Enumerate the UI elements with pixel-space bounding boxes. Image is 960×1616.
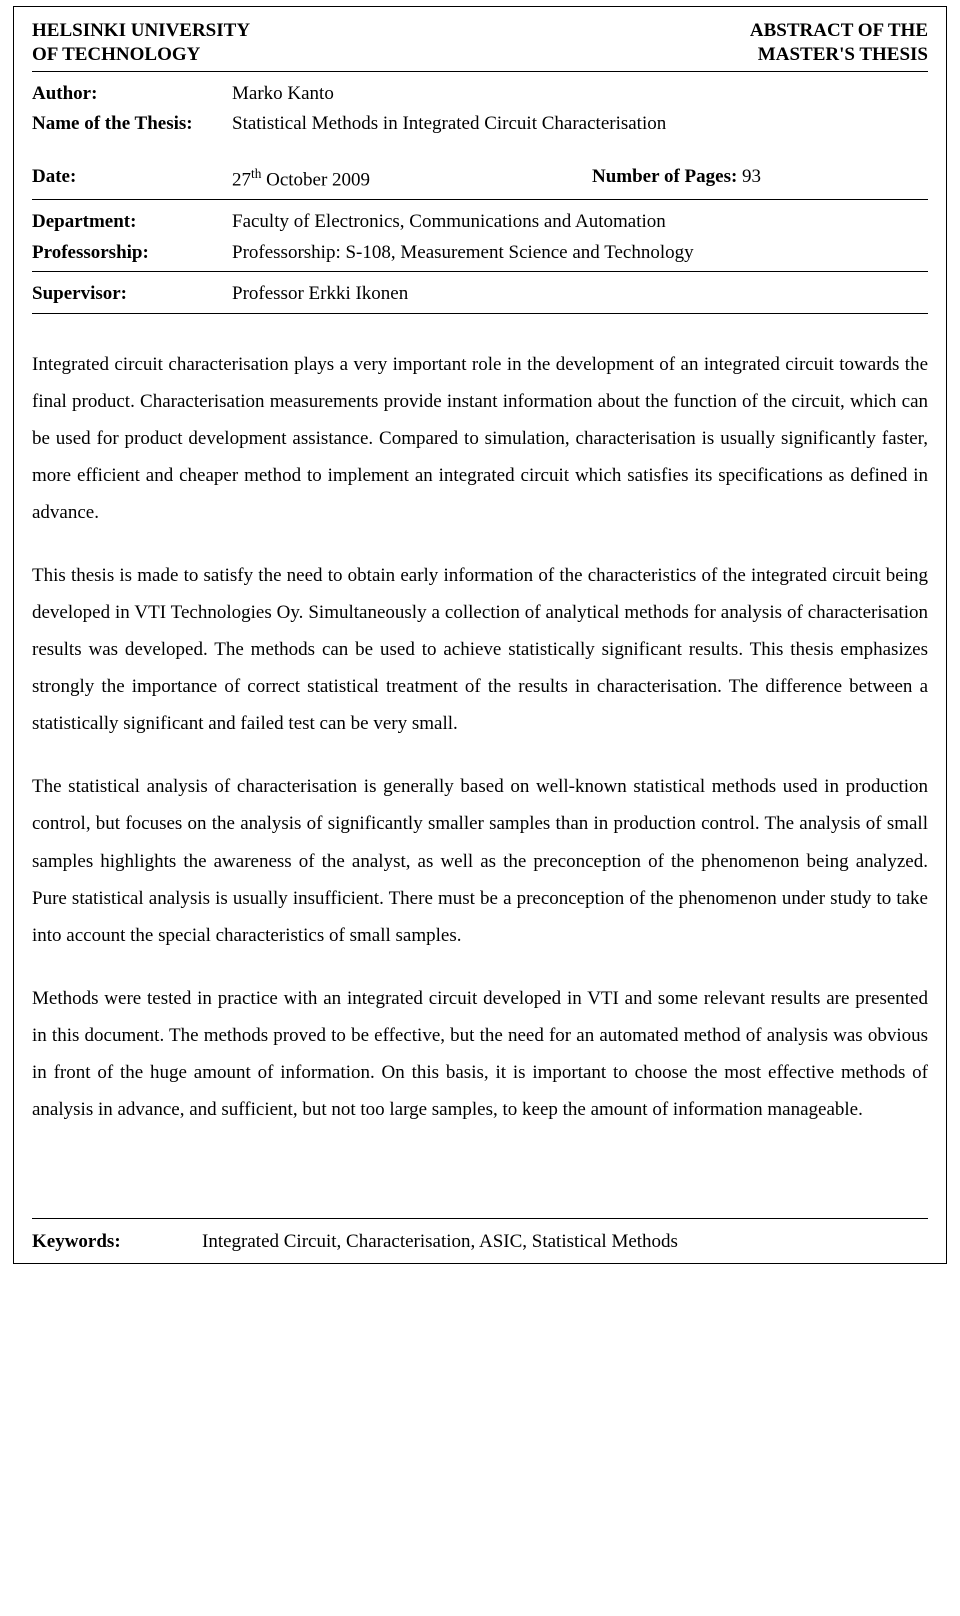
date-value: 27th October 2009 [232,165,592,193]
date-label: Date: [32,165,232,193]
abstract-paragraph-2: This thesis is made to satisfy the need … [32,557,928,742]
keywords-rule [32,1218,928,1219]
abstract-page: HELSINKI UNIVERSITY OF TECHNOLOGY ABSTRA… [13,6,947,1264]
supervisor-value: Professor Erkki Ikonen [232,282,928,307]
thesis-name-row: Name of the Thesis: Statistical Methods … [32,112,928,137]
institution-name: HELSINKI UNIVERSITY OF TECHNOLOGY [32,19,250,67]
doctype-line2: MASTER'S THESIS [750,43,928,67]
author-value: Marko Kanto [232,82,928,107]
pages-cell: Number of Pages: 93 [592,165,761,193]
author-row: Author: Marko Kanto [32,82,928,107]
keywords-label: Keywords: [32,1229,202,1256]
abstract-paragraph-4: Methods were tested in practice with an … [32,980,928,1128]
thesis-name-value: Statistical Methods in Integrated Circui… [232,112,928,137]
meta-rule-2 [32,271,928,272]
document-type: ABSTRACT OF THE MASTER'S THESIS [750,19,928,67]
date-day: 27 [232,169,251,190]
pages-value: 93 [742,166,761,187]
institution-line2: OF TECHNOLOGY [32,43,250,67]
doctype-line1: ABSTRACT OF THE [750,19,928,43]
date-ordinal: th [251,166,261,181]
professorship-value: Professorship: S-108, Measurement Scienc… [232,241,928,266]
department-label: Department: [32,210,232,235]
pages-label: Number of Pages: [592,166,742,187]
abstract-body: Integrated circuit characterisation play… [32,346,928,1128]
meta-rule-3 [32,313,928,314]
header-rule [32,71,928,72]
professorship-row: Professorship: Professorship: S-108, Mea… [32,241,928,266]
date-rest: October 2009 [261,169,370,190]
page-header: HELSINKI UNIVERSITY OF TECHNOLOGY ABSTRA… [32,19,928,67]
date-row: Date: 27th October 2009 Number of Pages:… [32,165,928,193]
abstract-paragraph-1: Integrated circuit characterisation play… [32,346,928,531]
supervisor-label: Supervisor: [32,282,232,307]
author-label: Author: [32,82,232,107]
keywords-row: Keywords: Integrated Circuit, Characteri… [32,1229,928,1256]
keywords-value: Integrated Circuit, Characterisation, AS… [202,1229,678,1256]
supervisor-row: Supervisor: Professor Erkki Ikonen [32,282,928,307]
thesis-name-label: Name of the Thesis: [32,112,232,137]
department-row: Department: Faculty of Electronics, Comm… [32,210,928,235]
meta-rule-1 [32,199,928,200]
professorship-label: Professorship: [32,241,232,266]
institution-line1: HELSINKI UNIVERSITY [32,19,250,43]
abstract-paragraph-3: The statistical analysis of characterisa… [32,768,928,953]
department-value: Faculty of Electronics, Communications a… [232,210,928,235]
